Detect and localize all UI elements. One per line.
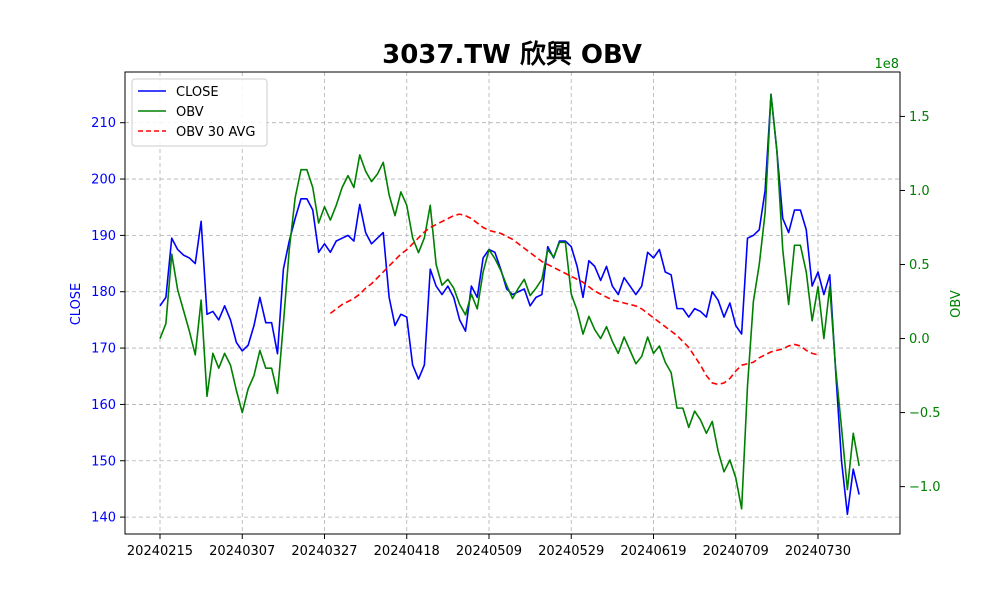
right-tick-label: 1.5 [909,110,930,125]
legend-box [131,78,268,147]
plot-frame [124,71,901,535]
x-tick-label: 20240619 [620,544,686,559]
x-axis: 20240215 20240307 20240327 20240418 20240509… [127,534,851,559]
x-tick-label: 20240327 [291,544,357,559]
x-tick-label: 20240215 [127,544,193,559]
legend-label-obv-avg: OBV 30 AVG [176,125,255,140]
obv-line [159,93,860,510]
x-tick-label: 20240529 [538,544,604,559]
right-tick-label: −0.5 [909,406,941,421]
left-axis-title: CLOSE [69,283,84,326]
legend: CLOSE OBV OBV 30 AVG [131,78,268,147]
right-axis-exponent: 1e8 [874,57,899,72]
series-lines [159,93,860,516]
left-tick-label: 180 [91,285,116,300]
left-tick-label: 190 [91,229,116,244]
left-tick-label: 210 [91,116,116,131]
left-axis: 140 150 160 170 180 190 200 210 [91,116,125,526]
right-tick-label: 1.0 [909,184,930,199]
x-tick-label: 20240709 [703,544,769,559]
left-tick-label: 150 [91,454,116,469]
right-tick-label: −1.0 [909,480,941,495]
x-tick-label: 20240730 [785,544,851,559]
right-tick-label: 0.5 [909,258,930,273]
x-tick-label: 20240307 [209,544,275,559]
obv-30-avg-line [329,213,819,386]
legend-label-obv: OBV [176,105,204,120]
left-tick-label: 160 [91,398,116,413]
chart-title: 3037.TW 欣興 OBV [382,40,642,70]
right-axis-title: OBV [949,290,964,318]
left-tick-label: 170 [91,342,116,357]
legend-label-close: CLOSE [176,85,219,100]
x-tick-label: 20240418 [374,544,440,559]
right-tick-label: 0.0 [909,332,930,347]
left-tick-label: 200 [91,173,116,188]
x-tick-label: 20240509 [456,544,522,559]
right-axis: −1.0 −0.5 0.0 0.5 1.0 1.5 [900,110,941,495]
left-tick-label: 140 [91,511,116,526]
